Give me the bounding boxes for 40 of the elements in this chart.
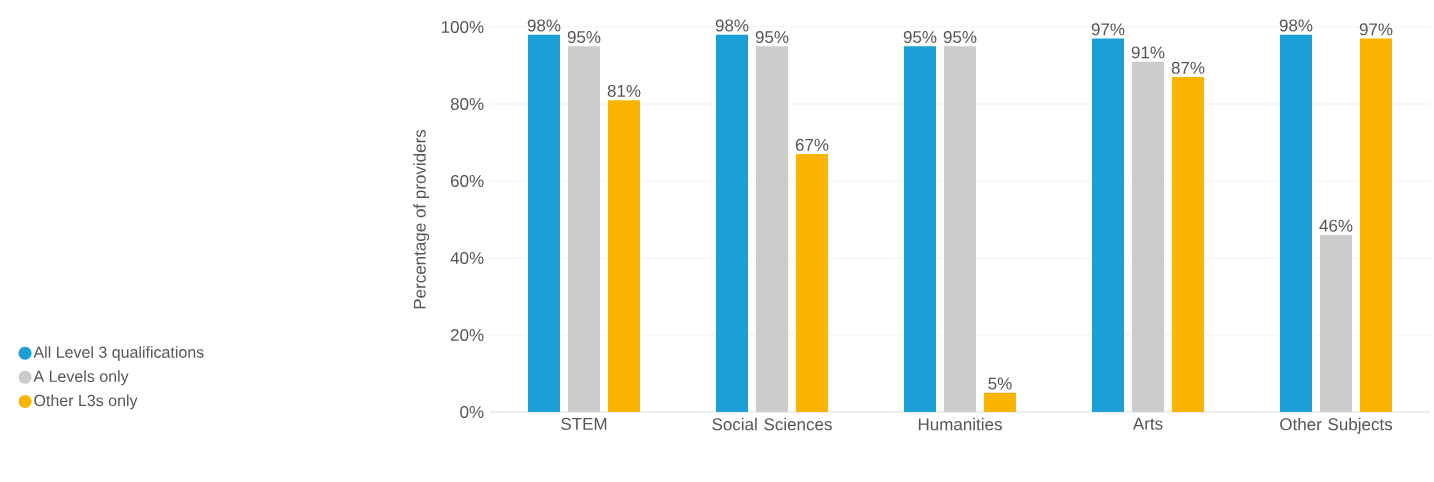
x-tick-label: Other Subjects: [1280, 417, 1393, 434]
data-label: 95%: [943, 31, 977, 44]
y-tick-label: 40%: [450, 251, 484, 265]
x-tick-label: Arts: [1132, 417, 1163, 430]
bar: [716, 34, 748, 412]
bar: [796, 154, 828, 412]
y-tick-label: 20%: [450, 328, 484, 342]
y-axis-title: Percentage of providers: [413, 129, 430, 309]
y-tick-label: 60%: [450, 174, 484, 188]
data-label: 81%: [607, 84, 641, 97]
bar: [1172, 77, 1205, 412]
y-tick-label: 80%: [450, 97, 484, 111]
bar: [1280, 34, 1313, 412]
y-tick-label: 0%: [460, 405, 484, 419]
data-label: 95%: [755, 31, 789, 44]
legend-label: A Levels only: [33, 370, 129, 386]
data-label: 97%: [1359, 23, 1393, 36]
data-label: 95%: [567, 31, 601, 44]
data-label: 67%: [795, 138, 829, 151]
bar: [528, 34, 560, 412]
data-label: 46%: [1319, 219, 1353, 232]
bar: [904, 46, 937, 412]
x-tick-label: Humanities: [918, 417, 1002, 431]
bar: [608, 100, 640, 412]
y-tick-label: 100%: [441, 20, 484, 34]
data-label: 98%: [1279, 19, 1313, 32]
data-label: 87%: [1171, 61, 1205, 74]
data-label: 98%: [527, 19, 561, 32]
bar: [1360, 38, 1393, 412]
data-label: 5%: [988, 377, 1012, 390]
legend-label: Other L3s only: [34, 394, 138, 410]
data-label: 98%: [715, 19, 749, 32]
data-label: 97%: [1091, 23, 1125, 36]
bar: [984, 392, 1016, 412]
data-label: 95%: [903, 31, 937, 44]
bar: [1092, 38, 1124, 412]
x-tick-label: STEM: [561, 417, 607, 430]
x-tick-label: Social Sciences: [712, 417, 832, 431]
data-label: 91%: [1131, 46, 1165, 59]
legend-label: All Level 3 qualifications: [33, 346, 204, 362]
